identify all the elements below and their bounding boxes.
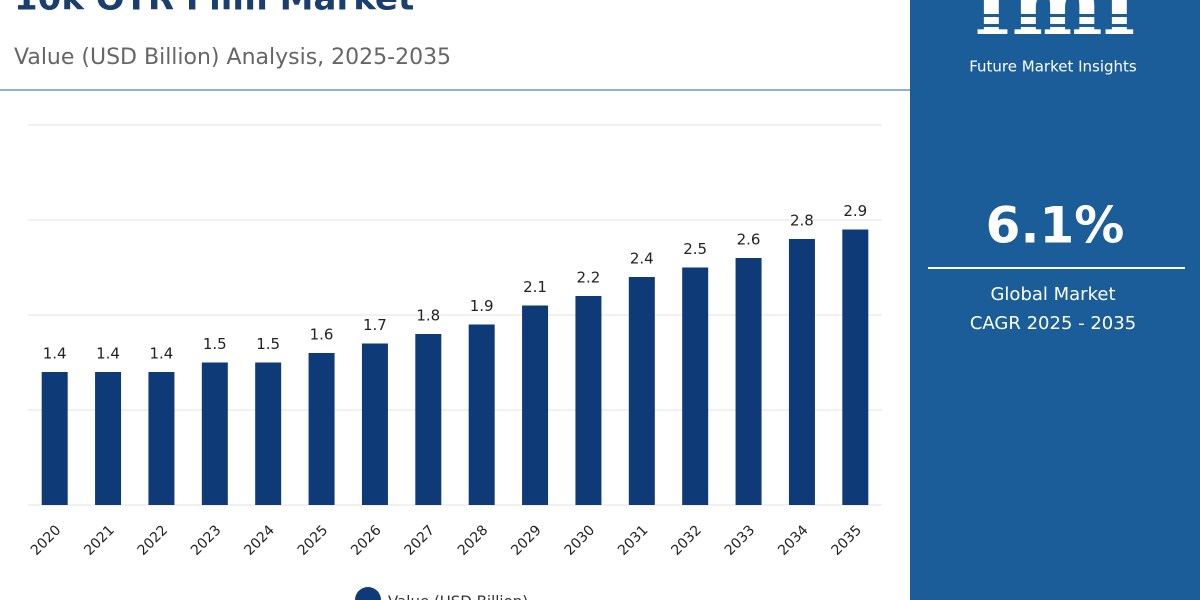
bar bbox=[201, 362, 228, 505]
value-label: 1.5 bbox=[256, 335, 280, 353]
value-label: 2.1 bbox=[523, 278, 547, 296]
value-label: 1.9 bbox=[470, 297, 494, 315]
value-label: 2.8 bbox=[790, 212, 814, 230]
bar bbox=[682, 267, 709, 505]
value-label: 1.4 bbox=[150, 345, 174, 363]
legend-marker bbox=[355, 587, 381, 600]
logo-stripes bbox=[950, 14, 1160, 47]
bar bbox=[522, 305, 549, 505]
value-label: 2.4 bbox=[630, 250, 654, 268]
chart-subtitle: Value (USD Billion) Analysis, 2025-2035 bbox=[14, 45, 451, 70]
brand-name: Future Market Insights bbox=[969, 58, 1137, 76]
bar bbox=[308, 353, 335, 505]
cagr-label: Global Market bbox=[990, 284, 1115, 305]
cagr-label: CAGR 2025 - 2035 bbox=[970, 313, 1136, 334]
bar bbox=[788, 239, 815, 505]
value-label: 1.7 bbox=[363, 316, 387, 334]
bar bbox=[148, 372, 175, 505]
brand-logo: fmi bbox=[975, 0, 1136, 56]
bar bbox=[628, 277, 655, 505]
bar bbox=[842, 229, 869, 505]
value-label: 1.5 bbox=[203, 335, 227, 353]
value-label: 2.5 bbox=[683, 240, 707, 258]
value-label: 1.8 bbox=[416, 307, 440, 325]
bar bbox=[41, 372, 68, 505]
cagr-value: 6.1% bbox=[986, 197, 1125, 255]
bar bbox=[735, 258, 762, 505]
value-label: 1.4 bbox=[96, 345, 120, 363]
value-label: 2.9 bbox=[843, 202, 867, 220]
bar bbox=[361, 343, 388, 505]
bar bbox=[468, 324, 495, 505]
value-label: 2.6 bbox=[737, 231, 761, 249]
bar bbox=[95, 372, 122, 505]
legend-label: Value (USD Billion) bbox=[388, 593, 528, 600]
value-label: 2.2 bbox=[577, 269, 601, 287]
bar bbox=[255, 362, 282, 505]
bar bbox=[575, 296, 602, 505]
side-panel bbox=[910, 0, 1200, 600]
value-label: 1.4 bbox=[43, 345, 67, 363]
chart-title: 10k OTR Film Market bbox=[14, 0, 414, 19]
value-label: 1.6 bbox=[310, 326, 334, 344]
bar bbox=[415, 334, 442, 505]
